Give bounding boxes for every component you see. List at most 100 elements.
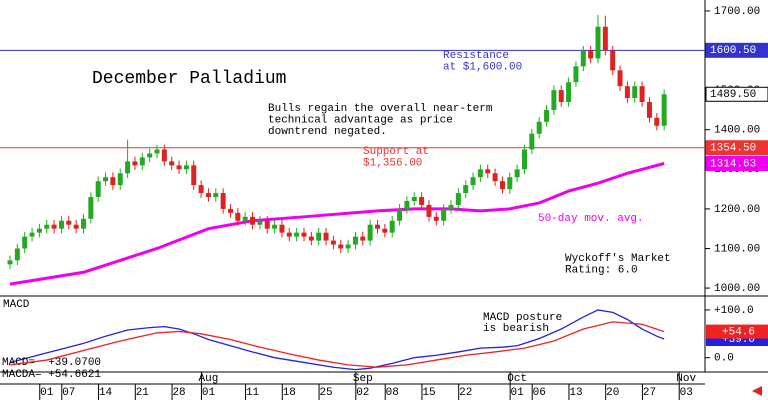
candle-body: [536, 121, 542, 134]
x-tick-label: 01: [511, 387, 525, 399]
y-tick-label: +100.0: [714, 305, 754, 317]
candle-body: [492, 173, 498, 182]
y-tick-label: 1100.00: [714, 243, 760, 255]
candle-body: [220, 193, 226, 209]
chart-title: December Palladium: [92, 69, 286, 89]
candle-body: [132, 161, 138, 166]
candle-body: [14, 248, 20, 261]
y-tick-label: 1200.00: [714, 204, 760, 216]
candle-body: [228, 208, 233, 213]
scroll-arrow: [752, 386, 762, 396]
price-tag-label: 1354.50: [710, 143, 756, 155]
macd-line: [9, 309, 665, 371]
moving-average-label: 50-day mov. avg.: [538, 213, 644, 225]
annotation: technical advantage as price: [268, 114, 453, 126]
candle-body: [426, 204, 432, 217]
x-tick-label: 25: [319, 387, 332, 399]
y-tick-label: 1000.00: [714, 283, 760, 295]
candle-body: [308, 236, 314, 241]
candle-body: [411, 197, 417, 201]
candle-body: [279, 224, 285, 233]
x-tick-label: 14: [99, 387, 113, 399]
x-tick-label: 11: [246, 387, 260, 399]
candle-body: [617, 70, 623, 87]
x-tick-label: 13: [569, 387, 582, 399]
candle-body: [367, 224, 373, 241]
candle-body: [66, 220, 72, 225]
candle-body: [404, 200, 410, 209]
price-tag: [705, 42, 768, 58]
macd-tag: [706, 324, 768, 339]
candle-body: [463, 185, 469, 194]
candle-body: [588, 50, 594, 59]
candle-body: [448, 204, 454, 209]
candle-body: [301, 232, 307, 237]
candle-body: [110, 177, 116, 186]
month-label: Oct: [507, 373, 527, 385]
x-tick-label: 01: [202, 387, 216, 399]
candle-body: [632, 86, 638, 99]
annotation: MACD posture: [483, 312, 562, 324]
candle-body: [235, 212, 241, 221]
moving-average: [9, 162, 665, 286]
price-tag-label: 1489.50: [710, 89, 756, 101]
annotation: downtrend negated.: [268, 126, 387, 138]
candle-body: [242, 216, 248, 221]
candle-body: [360, 236, 366, 241]
candle-body: [36, 228, 42, 233]
x-tick-label: 01: [40, 387, 54, 399]
candle-body: [529, 133, 535, 150]
candle-body: [345, 244, 351, 249]
candle-body: [58, 220, 64, 229]
candle-body: [88, 197, 94, 219]
candle-body: [257, 220, 263, 225]
candle-body: [375, 224, 380, 229]
candle-body: [161, 149, 167, 162]
candle-body: [81, 218, 86, 229]
candle-body: [661, 94, 667, 126]
x-tick-label: 02: [356, 387, 369, 399]
candle-body: [323, 232, 329, 241]
macd-readout: MACD= +39.0700: [2, 357, 101, 369]
candle-body: [419, 197, 425, 205]
x-tick-label: 03: [680, 387, 693, 399]
price-tag: [705, 140, 768, 156]
candle-body: [551, 90, 557, 110]
candle-body: [272, 224, 278, 229]
macd-title: MACD: [3, 299, 30, 311]
x-tick-label: 22: [459, 387, 472, 399]
candle-body: [51, 224, 57, 229]
y-tick-label: 0.0: [714, 353, 734, 365]
candle-body: [507, 177, 513, 190]
candle-body: [522, 149, 527, 170]
candle-body: [470, 177, 476, 186]
candle-body: [22, 236, 28, 249]
annotation: Rating: 6.0: [565, 264, 638, 276]
candle-body: [595, 26, 601, 59]
candle-body: [382, 228, 388, 233]
candle-body: [213, 193, 219, 198]
macd-tag-label: +54.6: [722, 326, 755, 338]
candle-body: [580, 50, 586, 67]
candle-body: [117, 173, 123, 186]
candle-body: [169, 161, 175, 166]
month-label: Aug: [199, 373, 219, 385]
x-tick-label: 18: [283, 387, 296, 399]
price-tag: [705, 86, 768, 102]
macd-line: [9, 321, 665, 368]
annotation: $1,356.00: [363, 157, 422, 169]
x-tick-label: 20: [606, 387, 619, 399]
candle-body: [191, 165, 197, 186]
candle-body: [455, 193, 461, 205]
annotation: Resistance: [443, 50, 509, 62]
annotation: Wyckoff's Market: [565, 253, 671, 265]
x-tick-label: 27: [643, 387, 656, 399]
candle-body: [610, 50, 616, 71]
x-tick-label: 15: [422, 387, 435, 399]
candle-body: [352, 236, 358, 245]
candle-body: [95, 181, 101, 198]
candle-body: [639, 86, 645, 102]
x-tick-label: 28: [172, 387, 185, 399]
